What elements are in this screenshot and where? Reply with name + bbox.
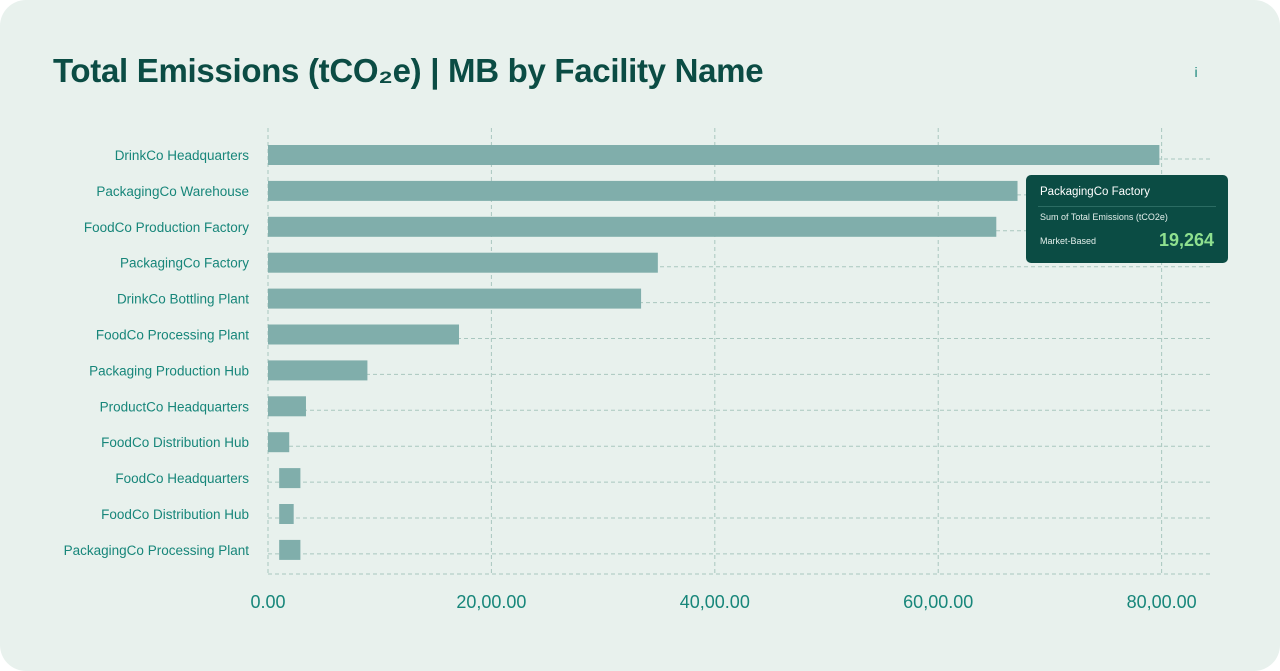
category-label-9: FoodCo Headquarters [115, 471, 249, 486]
bar-6[interactable] [268, 360, 368, 381]
bar-9[interactable] [279, 468, 301, 489]
tooltip-divider [1038, 206, 1216, 207]
x-tick-label-3: 60,00.00 [903, 592, 973, 612]
category-label-10: FoodCo Distribution Hub [101, 507, 249, 522]
category-label-4: DrinkCo Bottling Plant [117, 292, 249, 307]
bar-10[interactable] [279, 504, 294, 524]
category-label-3: PackagingCo Factory [120, 256, 249, 271]
category-label-8: FoodCo Distribution Hub [101, 435, 249, 450]
bar-5[interactable] [268, 324, 460, 345]
bar-3[interactable] [268, 252, 658, 273]
category-label-6: Packaging Production Hub [89, 363, 249, 378]
bar-11[interactable] [279, 539, 301, 560]
tooltip-metric: Sum of Total Emissions (tCO2e) [1040, 212, 1168, 222]
x-tick-label-0: 0.00 [250, 592, 285, 612]
bar-8[interactable] [268, 432, 290, 453]
tooltip-value: 19,264 [1158, 230, 1214, 250]
info-icon[interactable]: i [1194, 64, 1198, 80]
bar-2[interactable] [268, 216, 997, 237]
bar-1[interactable] [268, 180, 1018, 201]
bar-7[interactable] [268, 396, 306, 417]
tooltip-series: Market-Based [1040, 236, 1097, 246]
bar-0[interactable] [268, 145, 1160, 165]
x-tick-label-4: 80,00.00 [1127, 592, 1197, 612]
category-label-7: ProductCo Headquarters [100, 399, 250, 414]
tooltip-title: PackagingCo Factory [1040, 186, 1150, 198]
category-label-5: FoodCo Processing Plant [96, 328, 249, 343]
x-tick-label-2: 40,00.00 [680, 592, 750, 612]
category-label-0: DrinkCo Headquarters [115, 148, 250, 163]
chart-tooltip: PackagingCo Factory Sum of Total Emissio… [1026, 175, 1228, 263]
bar-4[interactable] [268, 288, 642, 309]
x-tick-label-1: 20,00.00 [456, 592, 526, 612]
category-label-11: PackagingCo Processing Plant [64, 543, 250, 558]
category-label-1: PackagingCo Warehouse [96, 184, 249, 199]
category-label-2: FoodCo Production Factory [84, 220, 249, 235]
chart-title: Total Emissions (tCO₂e) | MB by Facility… [53, 52, 764, 89]
